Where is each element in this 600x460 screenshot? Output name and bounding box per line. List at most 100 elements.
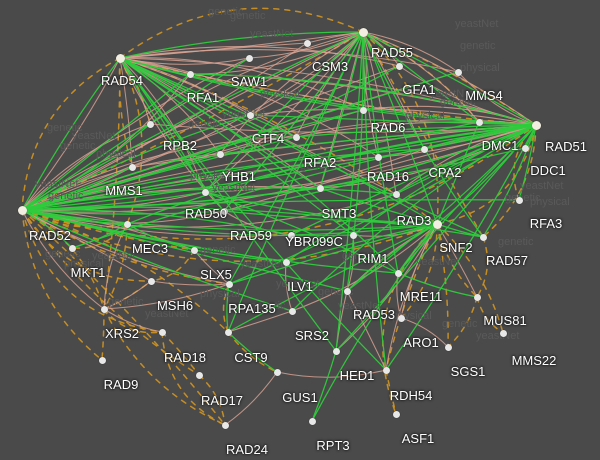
node-asf1[interactable] bbox=[392, 410, 400, 418]
node-rad51[interactable] bbox=[531, 120, 541, 130]
edge-yeastnet bbox=[290, 223, 438, 236]
node-cpa2[interactable] bbox=[420, 145, 428, 153]
edge-physical bbox=[249, 108, 537, 126]
node-hed1[interactable] bbox=[332, 347, 340, 355]
node-rad16[interactable] bbox=[374, 153, 382, 161]
node-rad59[interactable] bbox=[220, 207, 228, 215]
edge-yeastnet bbox=[21, 71, 459, 211]
edge-yeastnet bbox=[227, 331, 278, 373]
node-rdh54[interactable] bbox=[382, 366, 390, 374]
node-mms22[interactable] bbox=[499, 329, 507, 337]
edge-yeastnet bbox=[21, 209, 73, 249]
edge-yeastnet bbox=[249, 114, 537, 126]
node-rad50[interactable] bbox=[201, 188, 209, 196]
node-gus1[interactable] bbox=[273, 368, 281, 376]
node-mms1[interactable] bbox=[128, 163, 136, 171]
edge-physical bbox=[103, 223, 128, 310]
node-rad17[interactable] bbox=[195, 371, 203, 379]
edge-yeastnet bbox=[21, 209, 348, 292]
node-rpb2[interactable] bbox=[146, 120, 154, 128]
node-aro1[interactable] bbox=[397, 314, 405, 322]
node-mkt1[interactable] bbox=[68, 244, 76, 252]
edge-yeastnet bbox=[518, 124, 537, 201]
edge-physical bbox=[400, 317, 449, 348]
node-rim1[interactable] bbox=[349, 231, 357, 239]
edge-genetic bbox=[161, 331, 226, 426]
node-rpa135[interactable] bbox=[225, 280, 233, 288]
edge-physical bbox=[249, 31, 364, 116]
node-rfa3[interactable] bbox=[515, 196, 523, 204]
edge-genetic bbox=[476, 296, 504, 334]
node-saw1[interactable] bbox=[245, 54, 253, 62]
node-rad3[interactable] bbox=[392, 190, 400, 198]
edge-genetic bbox=[103, 308, 226, 426]
edge-yeastnet bbox=[295, 124, 537, 138]
node-rad53[interactable] bbox=[343, 287, 351, 295]
edge-genetic bbox=[150, 249, 195, 282]
node-gfa1[interactable] bbox=[395, 62, 403, 70]
edge-genetic bbox=[476, 236, 489, 298]
node-mms4[interactable] bbox=[454, 68, 462, 76]
node-rad57[interactable] bbox=[479, 233, 487, 241]
node-srs2[interactable] bbox=[288, 307, 296, 315]
node-rad54[interactable] bbox=[115, 53, 125, 63]
edge-yeastnet bbox=[71, 124, 537, 249]
edge-yeastnet bbox=[119, 57, 337, 352]
node-ddc1[interactable] bbox=[521, 144, 529, 152]
edge-physical bbox=[436, 223, 478, 298]
edge-yeastnet bbox=[335, 124, 537, 352]
edge-physical bbox=[219, 119, 537, 155]
edge-physical bbox=[457, 71, 537, 126]
edge-yeastnet bbox=[346, 223, 438, 292]
edge-physical bbox=[227, 310, 293, 333]
edge-genetic bbox=[71, 223, 128, 249]
edge-genetic bbox=[447, 296, 478, 348]
node-rad24[interactable] bbox=[221, 421, 229, 429]
node-rad52[interactable] bbox=[17, 205, 27, 215]
node-ybr099c[interactable] bbox=[287, 231, 295, 239]
edge-physical bbox=[119, 57, 379, 158]
edge-yeastnet bbox=[119, 57, 438, 225]
node-sgs1[interactable] bbox=[444, 343, 452, 351]
node-rpt3[interactable] bbox=[308, 417, 316, 425]
node-rfa1[interactable] bbox=[186, 70, 194, 78]
node-mus81[interactable] bbox=[473, 293, 481, 301]
edge-yeastnet bbox=[227, 223, 438, 333]
node-csm3[interactable] bbox=[303, 39, 311, 47]
edge-genetic bbox=[103, 308, 163, 334]
node-rad9[interactable] bbox=[98, 356, 106, 364]
node-msh6[interactable] bbox=[147, 277, 155, 285]
node-mre11[interactable] bbox=[394, 269, 402, 277]
edge-yeastnet bbox=[21, 57, 121, 211]
node-cst9[interactable] bbox=[224, 328, 232, 336]
edge-yeastnet bbox=[362, 31, 438, 225]
edge-yeastnet bbox=[346, 124, 537, 292]
edge-physical bbox=[219, 31, 364, 155]
node-dmc1[interactable] bbox=[475, 118, 483, 126]
node-slx5[interactable] bbox=[190, 246, 198, 254]
node-xrs2[interactable] bbox=[100, 305, 108, 313]
node-yhb1[interactable] bbox=[216, 150, 224, 158]
edge-genetic bbox=[21, 209, 195, 251]
node-rad6[interactable] bbox=[359, 106, 367, 114]
node-ctf4[interactable] bbox=[246, 111, 254, 119]
node-snf2[interactable] bbox=[432, 219, 442, 229]
edge-yeastnet bbox=[285, 223, 438, 263]
edge-genetic bbox=[400, 223, 438, 319]
edge-genetic bbox=[21, 209, 226, 426]
edge-yeastnet bbox=[319, 187, 438, 225]
edge-yeastnet bbox=[21, 208, 292, 236]
edge-physical bbox=[385, 223, 438, 371]
edge-physical bbox=[119, 49, 459, 73]
edge-physical bbox=[150, 280, 230, 286]
edge-physical bbox=[21, 209, 105, 310]
node-smt3[interactable] bbox=[316, 184, 324, 192]
edge-genetic bbox=[119, 7, 364, 59]
node-rfa2[interactable] bbox=[292, 133, 300, 141]
node-rad18[interactable] bbox=[158, 328, 166, 336]
node-mec3[interactable] bbox=[123, 220, 131, 228]
node-rad55[interactable] bbox=[358, 27, 368, 37]
node-ilv1[interactable] bbox=[282, 258, 290, 266]
